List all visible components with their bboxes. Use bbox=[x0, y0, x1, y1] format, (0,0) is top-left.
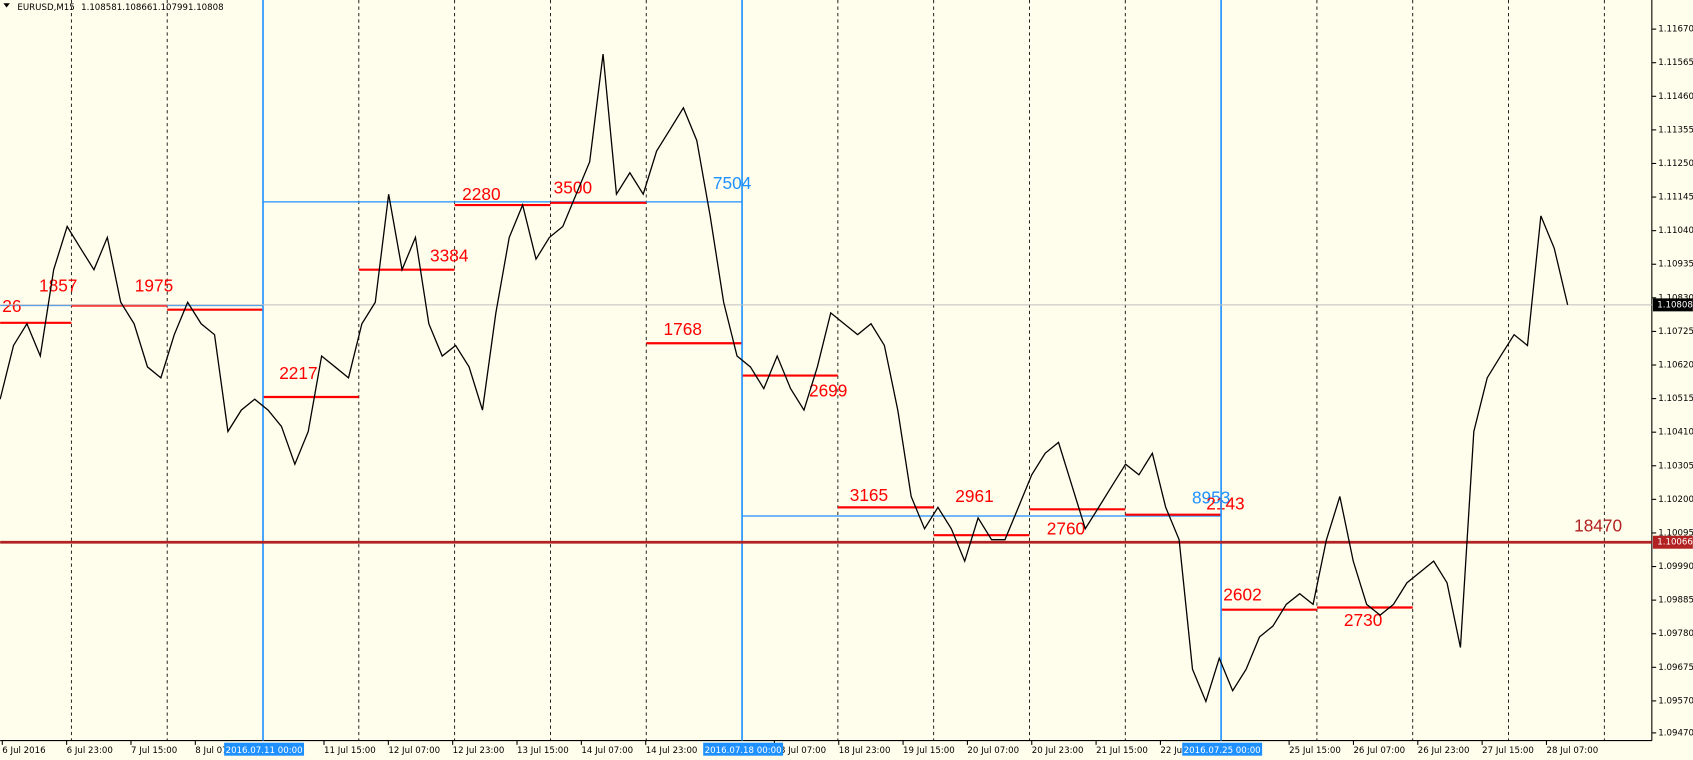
x-tick-label: 28 Jul 07:00 bbox=[1546, 746, 1598, 756]
daily-volume: 3500 bbox=[554, 177, 592, 197]
daily-volume: 2143 bbox=[1206, 494, 1244, 514]
separator-label: 2016.07.11 00:00 bbox=[226, 746, 303, 756]
x-tick-label: 19 Jul 15:00 bbox=[903, 746, 955, 756]
x-tick-label: 21 Jul 15:00 bbox=[1096, 746, 1148, 756]
y-tick-label: 1.09675 bbox=[1658, 663, 1693, 673]
current-price-box bbox=[1652, 298, 1693, 312]
y-tick-label: 1.10200 bbox=[1658, 495, 1693, 505]
x-tick-label: 18 Jul 23:00 bbox=[839, 746, 891, 756]
daily-volume: 26 bbox=[2, 296, 21, 316]
separator-label: 2016.07.25 00:00 bbox=[1184, 746, 1261, 756]
x-tick-label: 20 Jul 07:00 bbox=[967, 746, 1019, 756]
x-tick-label: 13 Jul 15:00 bbox=[517, 746, 569, 756]
daily-volume: 2760 bbox=[1047, 518, 1085, 538]
daily-volume: 1768 bbox=[664, 319, 702, 339]
x-tick-label: 20 Jul 23:00 bbox=[1032, 746, 1084, 756]
y-tick-label: 1.10620 bbox=[1658, 361, 1693, 371]
ohlc-value: 1.10858 bbox=[81, 3, 117, 13]
y-tick-label: 1.10095 bbox=[1658, 528, 1693, 538]
x-tick-label: 25 Jul 15:00 bbox=[1289, 746, 1341, 756]
daily-volume: 2730 bbox=[1344, 610, 1382, 630]
x-tick-label: 18 Jul 07:00 bbox=[774, 746, 826, 756]
daily-volume: 2699 bbox=[809, 380, 847, 400]
daily-volume: 3165 bbox=[850, 485, 888, 505]
symbol: EURUSD,M15 bbox=[17, 3, 74, 13]
separator-label-bg bbox=[1182, 742, 1263, 756]
y-tick-label: 1.09990 bbox=[1658, 562, 1693, 572]
menu-arrow[interactable] bbox=[3, 3, 10, 8]
separator-label-bg bbox=[703, 742, 784, 756]
price-line bbox=[0, 54, 1569, 704]
daily-volume: 3384 bbox=[430, 245, 469, 265]
ohlc-value: 1.10799 bbox=[152, 3, 188, 13]
x-tick-label: 26 Jul 07:00 bbox=[1353, 746, 1405, 756]
key-price-label: 1.10066 bbox=[1657, 538, 1693, 548]
daily-volume: 2217 bbox=[279, 363, 317, 383]
y-tick-label: 1.11145 bbox=[1658, 193, 1693, 203]
y-tick-label: 1.11250 bbox=[1658, 159, 1693, 169]
daily-volume: 1857 bbox=[39, 276, 77, 296]
x-tick-label: 14 Jul 07:00 bbox=[581, 746, 633, 756]
y-tick-label: 1.11460 bbox=[1658, 92, 1693, 102]
daily-volume: 2961 bbox=[955, 486, 993, 506]
y-tick-label: 1.10305 bbox=[1658, 461, 1693, 471]
x-tick-label: 12 Jul 23:00 bbox=[453, 746, 505, 756]
y-tick-label: 1.10410 bbox=[1658, 428, 1693, 438]
y-tick-label: 1.11565 bbox=[1658, 58, 1693, 68]
daily-volume: 1975 bbox=[135, 276, 173, 296]
y-tick-label: 1.09570 bbox=[1658, 696, 1693, 706]
y-tick-label: 1.11355 bbox=[1658, 125, 1693, 135]
y-tick-label: 1.11670 bbox=[1658, 25, 1693, 35]
separator-label-bg bbox=[224, 742, 305, 756]
x-tick-label: 11 Jul 15:00 bbox=[324, 746, 376, 756]
y-tick-label: 1.09470 bbox=[1658, 728, 1693, 738]
y-tick-label: 1.09885 bbox=[1658, 596, 1693, 606]
x-tick-label: 6 Jul 2016 bbox=[2, 746, 45, 756]
x-tick-label: 7 Jul 15:00 bbox=[131, 746, 177, 756]
y-tick-label: 1.09780 bbox=[1658, 629, 1693, 639]
y-tick-label: 1.10725 bbox=[1658, 327, 1693, 337]
x-tick-label: 27 Jul 15:00 bbox=[1482, 746, 1534, 756]
ohlc-value: 1.10866 bbox=[117, 3, 153, 13]
weekly-volume: 7504 bbox=[713, 173, 752, 193]
x-tick-label: 8 Jul 07:00 bbox=[195, 746, 241, 756]
daily-volume: 2280 bbox=[462, 184, 500, 204]
x-tick-label: 26 Jul 23:00 bbox=[1418, 746, 1470, 756]
daily-volume: 2602 bbox=[1223, 584, 1261, 604]
x-tick-label: 14 Jul 23:00 bbox=[646, 746, 698, 756]
ohlc-value: 1.10808 bbox=[188, 3, 224, 13]
x-tick-label: 6 Jul 23:00 bbox=[67, 746, 113, 756]
separator-label: 2016.07.18 00:00 bbox=[705, 746, 782, 756]
y-tick-label: 1.10935 bbox=[1658, 260, 1693, 270]
current-price-label: 1.10808 bbox=[1657, 300, 1693, 310]
key-price-box bbox=[1652, 535, 1693, 549]
key-volume: 18470 bbox=[1574, 516, 1622, 536]
y-tick-label: 1.10830 bbox=[1658, 293, 1693, 303]
y-tick-label: 1.10515 bbox=[1658, 394, 1693, 404]
y-tick-label: 1.11040 bbox=[1658, 226, 1693, 236]
x-tick-label: 12 Jul 07:00 bbox=[388, 746, 440, 756]
